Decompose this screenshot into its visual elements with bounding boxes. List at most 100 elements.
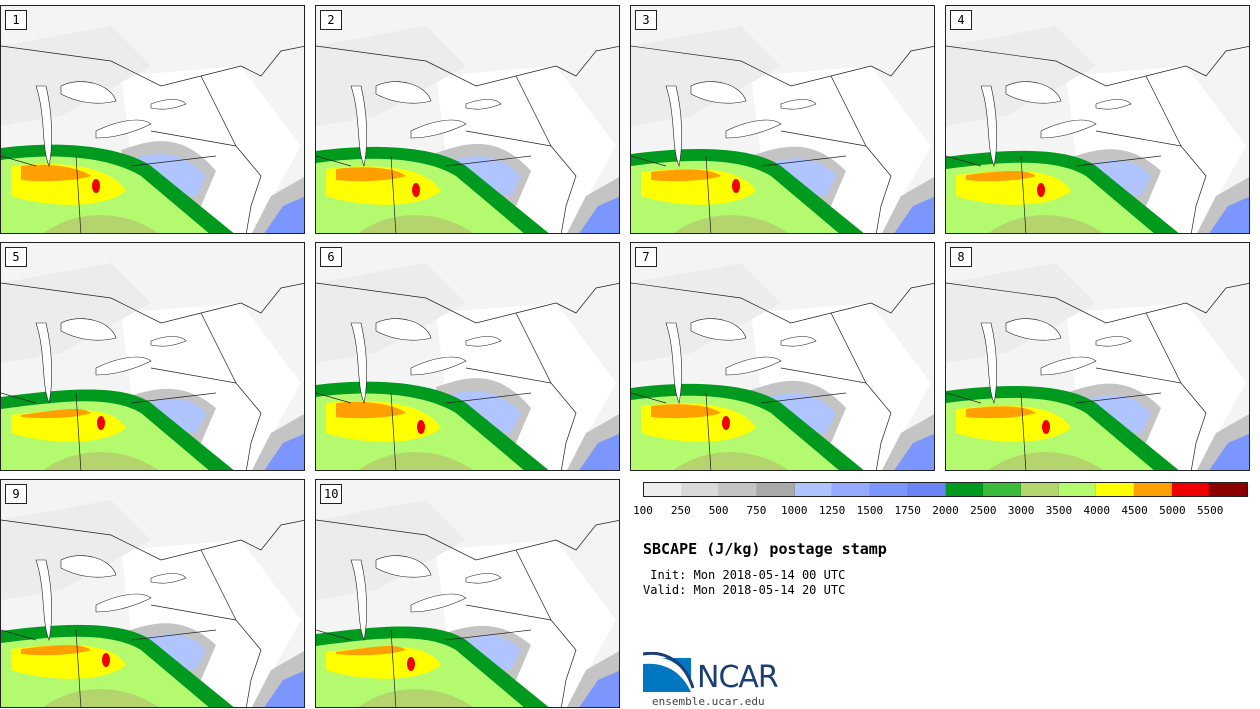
boundary-line [316,392,352,404]
stamp-number: 2 [320,10,342,30]
orange-core [336,401,406,419]
boundary-line [150,604,237,621]
colorbar-cell [870,483,908,496]
sbcape-map [631,6,934,233]
stamp-panel-2: 2 [315,5,620,234]
colorbar [643,482,1248,497]
colorbar-cell [1171,483,1210,496]
ocean-blue [579,196,619,233]
orange-core [966,170,1036,182]
olive-band [358,452,473,470]
sbcape-map [1,243,304,470]
boundary-line [870,46,934,77]
boundary-line [150,367,237,384]
colorbar-tick-label: 1500 [856,504,884,517]
boundary-line [555,520,619,551]
boundary-line [946,155,982,167]
boundary-line [1020,155,1027,233]
boundary-line [1,155,37,167]
olive-band [358,215,473,233]
boundary-line [1180,145,1207,233]
lake [150,99,187,110]
colorbar-ticks: 100 250 500 750 1000 1250 1500 1750 2000 2500 3000… [633,504,1248,518]
boundary-line [1095,130,1182,147]
boundary-line [946,282,1187,324]
boundary-line [316,282,557,324]
colorbar-tick-label: 5500 [1196,504,1224,517]
sbcape-map [1,6,304,233]
boundary-line [780,130,867,147]
stamp-panel-9: 9 [0,479,305,708]
orange-core [651,404,721,419]
boundary-line [130,155,217,167]
stamp-number: 1 [5,10,27,30]
lake [465,336,502,347]
sbcape-map [316,480,619,707]
colorbar-cell [719,483,758,496]
sbcape-map [316,243,619,470]
colorbar-cell [1209,483,1247,496]
lake [780,99,817,110]
colorbar-cell [1096,483,1134,496]
lake [410,356,467,376]
page-title: SBCAPE (J/kg) postage stamp [643,540,887,558]
boundary-line [1145,75,1182,147]
lake [35,85,52,168]
red-spot [97,416,105,430]
boundary-line [1095,367,1182,384]
stamp-panel-5: 5 [0,242,305,471]
orange-core [336,167,406,182]
lake [375,555,432,578]
stamp-panel-8: 8 [945,242,1250,471]
colorbar-tick-label: 5000 [1159,504,1186,517]
colorbar-tick-label: 100 [633,504,653,517]
boundary-line [75,155,82,233]
colorbar-cell [794,483,833,496]
colorbar-tick-label: 1250 [818,504,846,517]
stamp-panel-10: 10 [315,479,620,708]
lake [980,85,997,168]
colorbar-cell [757,483,795,496]
lake [980,322,997,405]
lake [150,336,187,347]
boundary-line [830,312,867,384]
boundary-line [515,75,552,147]
red-spot [732,179,740,193]
lake [350,322,367,405]
boundary-line [870,283,934,314]
lake [780,336,817,347]
boundary-line [235,619,262,707]
lake [150,573,187,584]
stamp-panel-1: 1 [0,5,305,234]
boundary-line [75,392,82,470]
boundary-line [865,145,892,233]
colorbar-tick-label: 500 [708,504,729,517]
site-url[interactable]: ensemble.ucar.edu [652,695,765,708]
colorbar-cell [832,483,871,496]
lake [95,356,152,376]
boundary-line [200,312,237,384]
boundary-line [240,283,304,314]
olive-band [43,452,158,470]
lake [690,318,747,341]
olive-band [358,689,473,707]
lake [95,119,152,139]
lake [350,559,367,642]
boundary-line [1,392,37,404]
boundary-line [631,392,667,404]
orange-core [21,644,91,656]
colorbar-cell [907,483,946,496]
boundary-line [235,145,262,233]
red-spot [1037,183,1045,197]
ocean-blue [1209,196,1249,233]
orange-core [651,169,721,182]
orange-core [336,646,406,656]
orange-core [966,406,1036,419]
boundary-line [130,629,217,641]
olive-band [988,215,1103,233]
ocean-blue [264,670,304,707]
lake [465,573,502,584]
red-spot [722,416,730,430]
boundary-line [200,75,237,147]
colorbar-tick-label: 3000 [1007,504,1035,517]
